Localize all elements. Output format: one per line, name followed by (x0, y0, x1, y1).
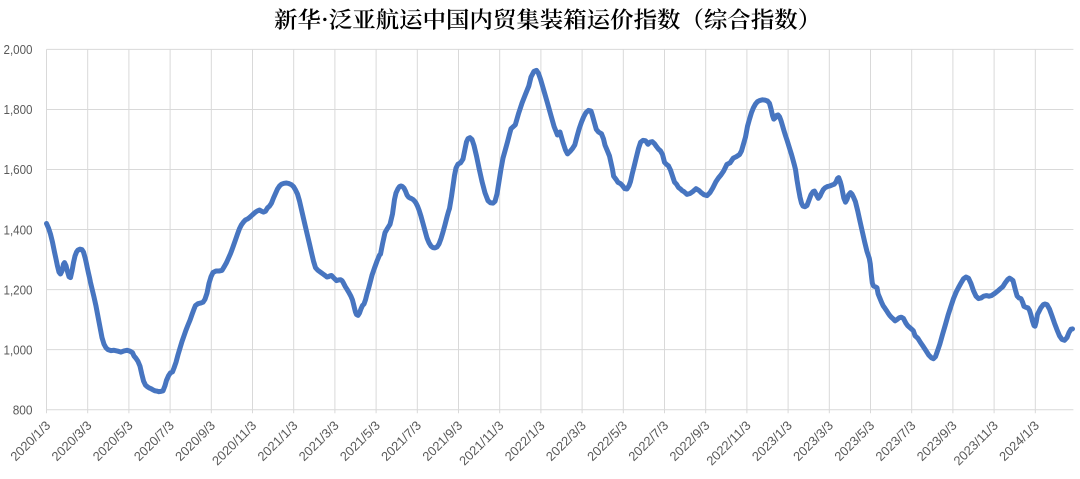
svg-text:1,200: 1,200 (4, 282, 33, 297)
svg-text:1,600: 1,600 (4, 162, 33, 177)
svg-text:1,400: 1,400 (4, 222, 33, 237)
svg-text:2,000: 2,000 (4, 42, 33, 57)
svg-text:800: 800 (13, 402, 33, 417)
svg-text:1,000: 1,000 (4, 342, 33, 357)
svg-text:1,800: 1,800 (4, 102, 33, 117)
